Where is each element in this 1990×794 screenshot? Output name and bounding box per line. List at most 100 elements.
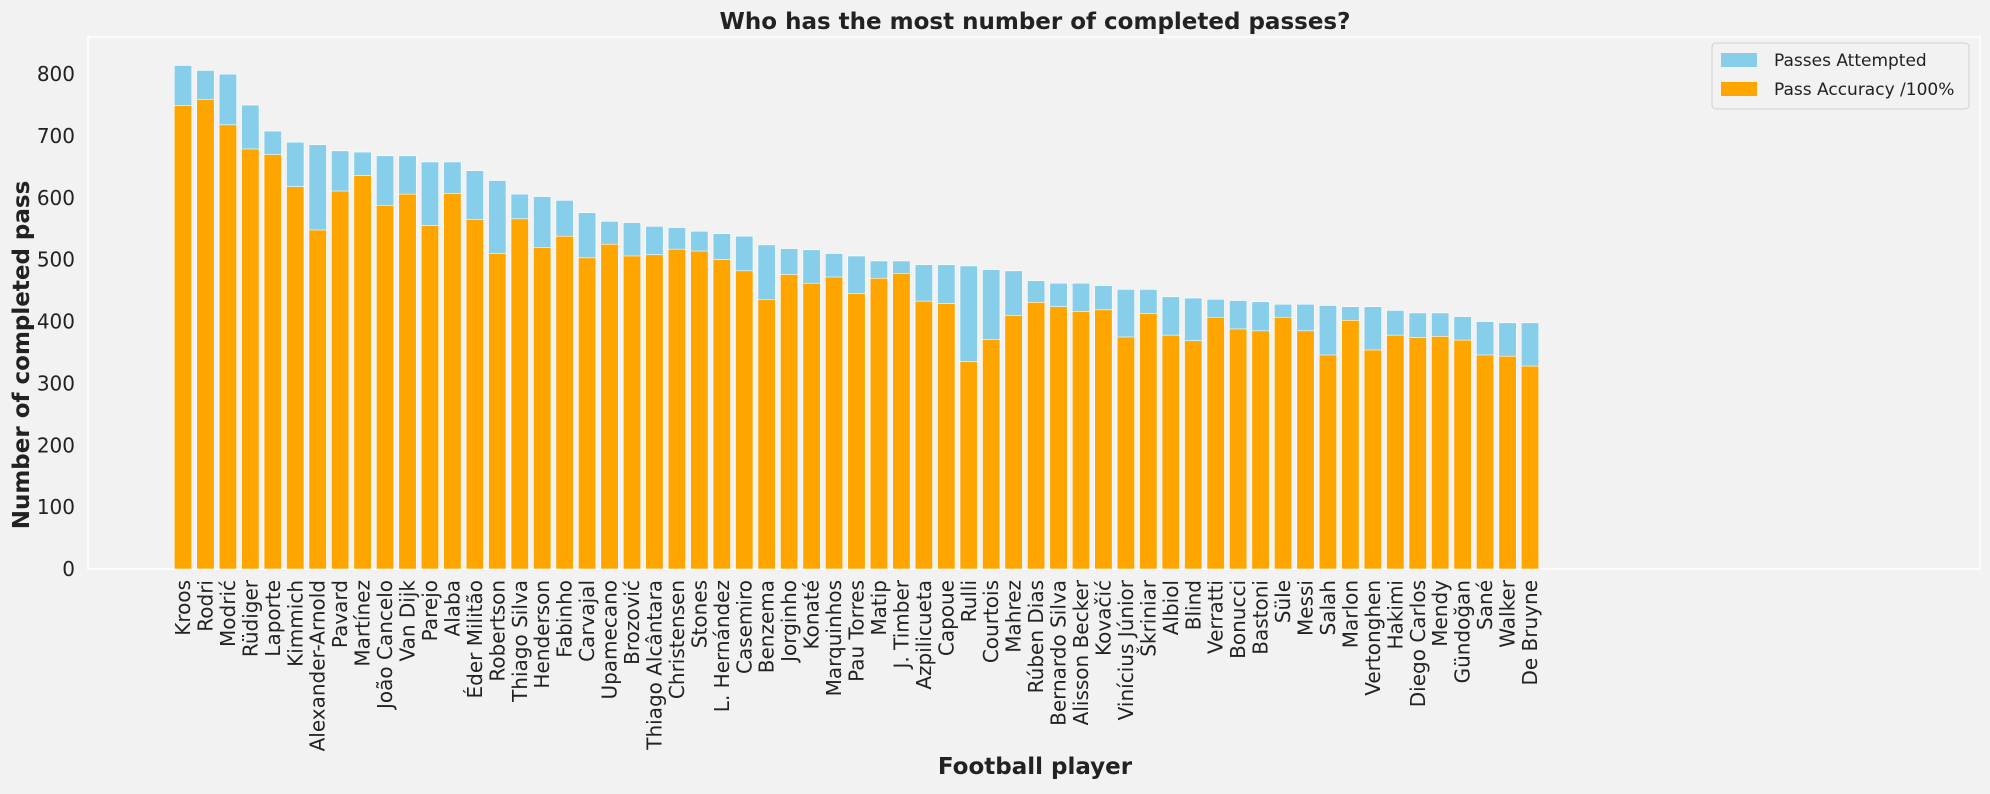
bar-pass-accuracy [1296,330,1315,570]
x-tick-label: Bastoni [1249,580,1273,655]
bar-pass-accuracy [533,247,552,570]
bar-pass-accuracy [353,175,372,570]
x-tick-label: Mahrez [1002,580,1026,653]
bar-pass-accuracy [263,154,282,570]
bar-pass-accuracy [914,300,933,570]
legend-box [1711,42,1970,110]
bar-pass-accuracy [241,148,260,570]
x-tick-label: Rulli [957,580,981,622]
bar-pass-accuracy [645,254,664,570]
bar-pass-accuracy [375,204,395,570]
bar-pass-accuracy [1139,313,1158,570]
y-tick-label: 100 [37,495,75,519]
legend-label-passes-attempted: Passes Attempted [1774,51,1927,71]
x-tick-label: Matip [867,580,891,636]
x-tick-label: Modrić [216,580,240,647]
x-tick-label: Éder Militão [463,580,487,698]
bar-pass-accuracy [757,298,776,570]
x-tick-label: L. Hernández [710,580,734,712]
y-tick-label: 500 [37,248,75,272]
x-tick-label: Benzema [755,580,779,673]
x-tick-label: Bonucci [1226,580,1250,659]
bar-pass-accuracy [1274,316,1293,570]
x-tick-label: Kroos [171,580,195,636]
bar-pass-accuracy [1386,334,1405,570]
bar-pass-accuracy [443,193,462,570]
bar-pass-accuracy [735,270,754,570]
bar-pass-accuracy [1229,328,1248,570]
x-tick-label: Messi [1294,580,1318,636]
bar-pass-accuracy [465,219,484,570]
y-tick-label: 300 [37,371,75,395]
x-tick-label: Walker [1496,579,1520,647]
x-tick-label: Konaté [800,580,824,649]
bar-pass-accuracy [1206,316,1225,570]
x-tick-label: Bernardo Silva [1047,580,1071,726]
x-tick-label: Marlon [1338,580,1362,648]
x-tick-label: Alaba [440,580,464,636]
bar-pass-accuracy [1251,330,1270,570]
x-tick-label: Marquinhos [822,580,846,696]
x-tick-label: Stones [687,580,711,648]
bar-pass-accuracy [555,235,574,570]
y-tick-label: 200 [37,433,75,457]
x-tick-label: Škriniar [1136,579,1160,657]
bar-pass-accuracy [1049,306,1068,570]
x-tick-label: Rüdiger [238,579,262,657]
x-tick-label: Jorginho [777,580,801,664]
x-tick-label: Salah [1316,580,1340,635]
y-tick-group: 0 100 200 300 400 500 600 700 800 [37,62,75,581]
bar-pass-accuracy [1161,334,1180,570]
bar-pass-accuracy [667,248,686,570]
bar-pass-accuracy [1408,337,1427,570]
bar-pass-accuracy [331,190,350,570]
x-tick-label: Carvajal [575,580,599,662]
y-axis-label: Number of completed pass [9,181,35,530]
bar-pass-accuracy [1363,349,1382,570]
x-tick-label: Albiol [1159,580,1183,635]
bar-pass-accuracy [802,282,821,570]
x-tick-label: Casemiro [732,580,756,674]
bar-pass-accuracy [824,276,844,570]
x-tick-label: Fabinho [553,580,577,658]
x-tick-label: Courtois [979,580,1003,663]
bar-pass-accuracy [1004,315,1023,570]
x-tick-label: Sané [1473,580,1497,630]
bar-pass-accuracy [937,303,956,570]
bar-pass-accuracy [286,186,305,570]
x-tick-label: Van Dijk [396,580,420,662]
x-axis-label: Football player [938,754,1133,780]
x-tick-label: Parejo [418,580,442,641]
bar-pass-accuracy [398,193,417,570]
bar-pass-accuracy [892,273,911,570]
x-tick-label: Alisson Becker [1069,579,1093,725]
bar-pass-accuracy [712,259,731,570]
x-tick-label: Capoue [934,580,958,656]
x-tick-label: Robertson [485,580,509,682]
bar-pass-accuracy [196,99,215,570]
bar-pass-accuracy [1498,355,1517,570]
x-tick-label: Gündoğan [1451,580,1475,683]
bar-pass-accuracy [869,277,889,570]
bar-pass-accuracy [1476,354,1495,570]
bar-pass-accuracy [1520,365,1540,570]
bar-pass-accuracy [780,274,799,570]
y-tick-label: 700 [37,124,75,148]
x-tick-label: Blind [1181,580,1205,630]
bar-pass-accuracy [1341,320,1360,570]
x-tick-group: KroosRodriModrićRüdigerLaporteKimmichAle… [171,579,1542,751]
bar-pass-accuracy [1071,311,1091,570]
bar-pass-accuracy [173,105,193,570]
x-tick-label: Rúben Dias [1024,580,1048,693]
bar-pass-accuracy [1431,336,1450,570]
bar-pass-accuracy [622,255,642,570]
x-tick-label: Vertonghen [1361,580,1385,696]
x-tick-label: Mendy [1428,580,1452,647]
bar-pass-accuracy [1094,309,1113,570]
x-tick-label: Vinícius Júnior [1114,579,1138,720]
x-tick-label: Henderson [530,580,554,689]
x-tick-label: Diego Carlos [1406,580,1430,707]
x-tick-label: Süle [1271,580,1295,623]
x-tick-label: Christensen [665,580,689,699]
